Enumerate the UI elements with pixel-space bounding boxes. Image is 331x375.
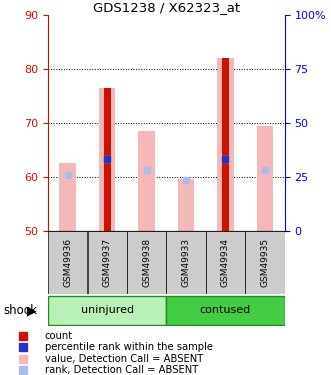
Text: shock: shock xyxy=(3,304,37,317)
Text: GSM49934: GSM49934 xyxy=(221,238,230,287)
Bar xyxy=(48,231,87,294)
Bar xyxy=(245,231,285,294)
Bar xyxy=(127,231,166,294)
Text: GSM49933: GSM49933 xyxy=(181,238,191,287)
Text: value, Detection Call = ABSENT: value, Detection Call = ABSENT xyxy=(45,354,203,364)
Bar xyxy=(257,126,273,231)
Title: GDS1238 / X62323_at: GDS1238 / X62323_at xyxy=(93,1,240,14)
Text: uninjured: uninjured xyxy=(81,305,134,315)
Bar xyxy=(217,58,234,231)
Text: GSM49937: GSM49937 xyxy=(103,238,112,287)
Bar xyxy=(178,179,194,231)
Text: percentile rank within the sample: percentile rank within the sample xyxy=(45,342,213,352)
Bar xyxy=(222,58,229,231)
Bar xyxy=(166,296,285,325)
Text: GSM49936: GSM49936 xyxy=(63,238,72,287)
Bar xyxy=(48,296,166,325)
Bar xyxy=(99,88,116,231)
Text: count: count xyxy=(45,331,73,340)
Bar xyxy=(166,231,206,294)
Bar xyxy=(88,231,127,294)
Text: ▶: ▶ xyxy=(27,304,37,317)
Bar xyxy=(60,163,76,231)
Text: GSM49938: GSM49938 xyxy=(142,238,151,287)
Text: contused: contused xyxy=(200,305,251,315)
Bar xyxy=(206,231,245,294)
Bar xyxy=(138,131,155,231)
Bar xyxy=(104,88,111,231)
Text: rank, Detection Call = ABSENT: rank, Detection Call = ABSENT xyxy=(45,365,198,375)
Text: GSM49935: GSM49935 xyxy=(260,238,269,287)
